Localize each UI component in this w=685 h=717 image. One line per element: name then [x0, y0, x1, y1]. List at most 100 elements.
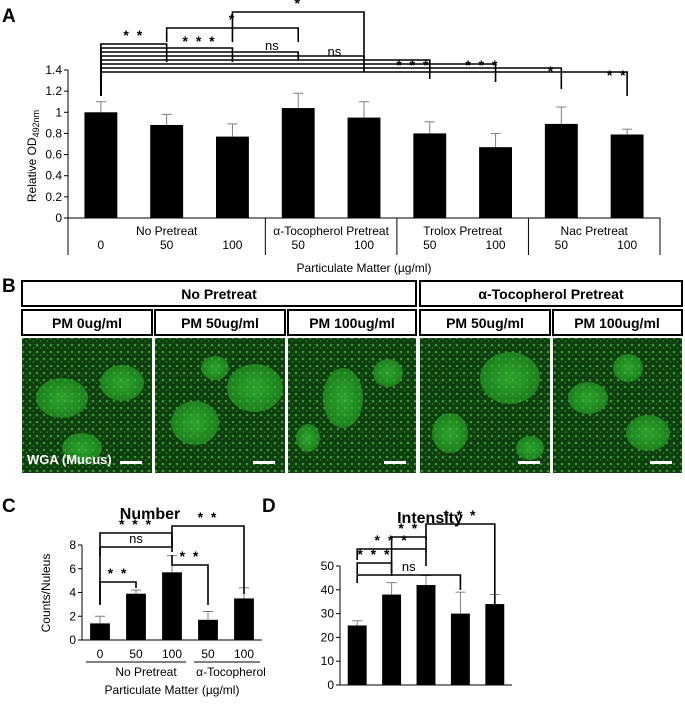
chart-a-x-axis-title: Particulate Matter (µg/ml)	[297, 261, 432, 275]
chart-a-x-tick-label: 50	[160, 238, 174, 252]
micrograph-4	[420, 338, 550, 473]
panel-letter-d: D	[262, 496, 276, 517]
chart-d-y-tick-label: 30	[321, 607, 335, 621]
chart-d-bracket-2	[356, 562, 393, 576]
chart-c-bracket-2	[99, 546, 173, 604]
chart-a-significance-bracket	[100, 59, 431, 96]
header-box-no-pretreat	[21, 280, 417, 307]
chart-d-y-tick-label: 50	[321, 559, 335, 573]
chart-d-title: Intensity	[397, 510, 463, 527]
scale-bar	[253, 461, 275, 464]
chart-d-bracket-1-label: * * *	[375, 532, 409, 548]
micrograph-speckle	[420, 338, 550, 473]
micrograph-speckle	[288, 338, 416, 473]
stain-label: WGA (Mucus)	[27, 452, 112, 467]
chart-a-significance-label: ns	[265, 38, 279, 53]
chart-d-bracket-5-label: ns	[402, 559, 416, 574]
chart-a-x-tick-label: 0	[98, 238, 105, 252]
panel-letter-b: B	[2, 276, 16, 297]
chart-d-bar	[382, 594, 402, 685]
scale-bar	[120, 461, 142, 464]
chart-d-y-tick-label: 10	[321, 654, 335, 668]
chart-a: 0 0.2 0.4 0.6 0.8 1 1.2 1.4 No Pretreat α-Tocophe…	[25, 0, 661, 275]
panel-letter-c: C	[2, 496, 16, 517]
chart-c-y-tick-label: 8	[69, 538, 76, 552]
chart-a-x-tick-label: 50	[292, 238, 306, 252]
chart-c-x-axis-title: Particulate Matter (µg/ml)	[105, 683, 240, 697]
chart-c-y-axis-title: Counts/Nuleus	[39, 554, 53, 633]
column-box-5	[552, 309, 683, 336]
micrograph-panel: No Pretreat α-Tocopherol Pretreat PM 0ug…	[21, 280, 683, 473]
chart-d-bracket-5	[356, 574, 462, 590]
chart-a-bar	[479, 147, 512, 218]
chart-c-bracket-3	[99, 581, 137, 605]
column-label-4: PM 50ug/ml	[446, 315, 524, 331]
chart-a-y-tick-label: 0.8	[45, 126, 62, 140]
chart-d-bar	[450, 613, 470, 685]
chart-c-y-tick-label: 0	[69, 633, 76, 647]
micrograph-1	[22, 338, 152, 473]
chart-a-bar	[413, 133, 447, 218]
chart-a-bar	[216, 136, 249, 218]
chart-d-bar	[347, 625, 367, 685]
micrograph-3	[288, 338, 416, 473]
chart-a-significance-bracket	[100, 71, 628, 96]
chart-a-group-label: α-Tocopherol Pretreat	[273, 224, 389, 238]
chart-c-bar	[90, 623, 110, 640]
chart-a-bar	[347, 117, 381, 218]
chart-a-y-axis-title: Relative OD492nm	[25, 110, 41, 202]
chart-a-group-label: Trolox Pretreat	[423, 224, 503, 238]
panel-letter-a: A	[2, 6, 16, 27]
micrograph-speckle	[22, 338, 152, 473]
chart-a-y-tick-label: 1.4	[45, 63, 62, 77]
column-label-2: PM 50ug/ml	[181, 315, 259, 331]
chart-a-significance-label: *	[548, 63, 555, 79]
chart-a-y-tick-label: 1	[55, 105, 62, 119]
chart-a-x-tick-label: 50	[555, 238, 569, 252]
chart-c-bracket-2-label: ns	[129, 531, 143, 546]
chart-a-bracket-upper-2	[231, 11, 365, 58]
chart-a-bracket-upper-1-label: *	[229, 11, 236, 27]
chart-c-bar	[198, 619, 218, 640]
chart-a-significance-label: * *	[123, 27, 144, 43]
chart-c-bracket-1-label: * * *	[119, 516, 153, 532]
chart-c: Number 0 2 4 6 8 0 50 100 50 100 No Pretreat α-Tocop…	[39, 506, 266, 697]
chart-c-group-label: α-Tocopherol	[196, 665, 266, 679]
chart-c-group-label: No Pretreat	[115, 665, 177, 679]
chart-d-bracket-4	[425, 523, 496, 605]
scale-bar	[650, 461, 672, 464]
chart-a-bar	[281, 108, 315, 218]
chart-a-group-label: Nac Pretreat	[561, 224, 629, 238]
chart-a-bar	[610, 134, 644, 218]
chart-d-bar	[416, 585, 436, 685]
chart-a-x-tick-label: 100	[486, 238, 506, 252]
chart-a-significance-label: ns	[328, 44, 342, 59]
chart-a-significance-label: * * *	[396, 57, 430, 73]
chart-a-y-tick-label: 0.2	[45, 190, 62, 204]
chart-d-bracket-4-label: * * *	[443, 507, 477, 523]
chart-c-y-tick-label: 4	[69, 586, 76, 600]
header-tocopherol-pretreat: α-Tocopherol Pretreat	[478, 286, 624, 302]
chart-c-y-tick-label: 6	[69, 562, 76, 576]
chart-c-title: Number	[120, 506, 180, 523]
chart-a-significance-label: * * *	[182, 33, 216, 49]
chart-a-significance-label: * *	[607, 67, 628, 83]
micrograph-speckle	[155, 338, 285, 473]
chart-d-bar	[485, 604, 505, 685]
chart-c-x-tick-label: 50	[129, 647, 143, 661]
chart-a-bar	[544, 123, 578, 218]
chart-d-bracket-3	[390, 536, 427, 573]
micrograph-2	[155, 338, 285, 473]
chart-a-significance-bracket	[100, 51, 300, 96]
chart-a-x-tick-label: 100	[222, 238, 242, 252]
chart-c-bracket-4-label: * *	[180, 548, 201, 564]
column-box-3	[287, 309, 417, 336]
chart-c-bracket-3-label: * *	[108, 565, 129, 581]
chart-d-y-tick-label: 40	[321, 583, 335, 597]
chart-a-y-tick-label: 1.2	[45, 84, 62, 98]
chart-a-bar	[150, 124, 184, 218]
scale-bar	[518, 461, 540, 464]
chart-a-y-tick-label: 0.6	[45, 148, 62, 162]
header-box-tocopherol	[419, 280, 683, 307]
